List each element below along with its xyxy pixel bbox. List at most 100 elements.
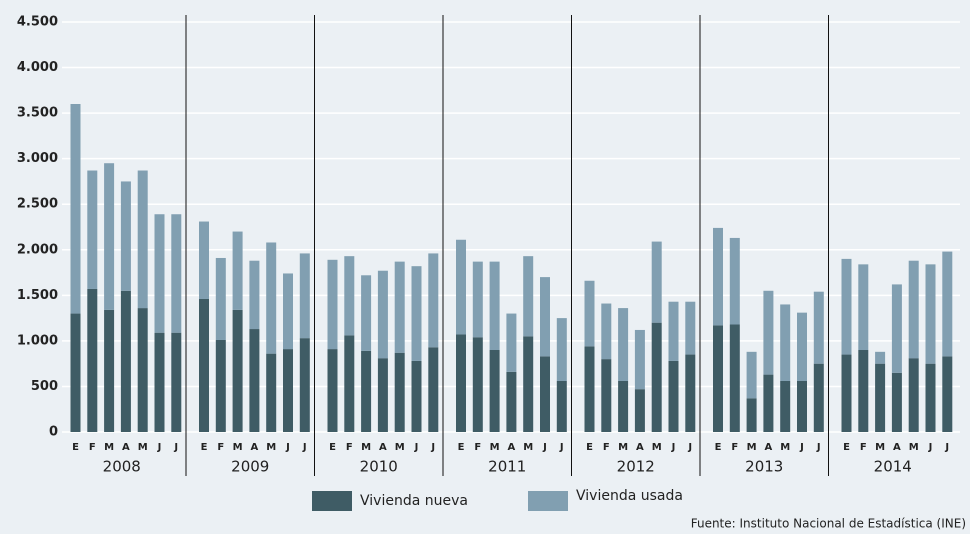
y-tick-label: 0 — [49, 425, 58, 440]
y-tick-label: 2.500 — [17, 197, 58, 212]
x-tick-label: A — [122, 442, 130, 453]
bar-segment — [891, 284, 902, 373]
bar-segment — [858, 350, 869, 432]
y-tick-label: 1.000 — [17, 333, 58, 348]
bar-segment — [249, 260, 260, 330]
bar-segment — [215, 339, 226, 432]
x-tick-label: J — [173, 442, 178, 453]
legend-swatch — [528, 491, 568, 511]
x-tick-label: E — [72, 442, 79, 453]
x-tick-label: M — [875, 442, 885, 453]
x-tick-label: F — [217, 442, 224, 453]
bar-segment — [411, 360, 422, 432]
bar-segment — [942, 251, 953, 357]
x-tick-label: M — [104, 442, 114, 453]
x-tick-label: J — [157, 442, 162, 453]
bar-segment — [746, 398, 757, 432]
bar-segment — [891, 372, 902, 432]
year-label: 2008 — [103, 458, 141, 476]
bar-segment — [942, 356, 953, 432]
bar-segment — [361, 275, 372, 351]
bar-segment — [875, 363, 886, 432]
bar-segment — [763, 290, 774, 375]
bar-segment — [668, 301, 679, 361]
bar-segment — [506, 371, 517, 432]
bar-segment — [925, 363, 936, 432]
bar-segment — [70, 104, 81, 314]
bar-segment — [283, 273, 293, 350]
bar-segment — [797, 312, 807, 381]
bar-segment — [780, 380, 791, 432]
x-tick-label: F — [474, 442, 481, 453]
bar-segment — [428, 347, 439, 432]
bar-segment — [154, 214, 165, 333]
x-tick-label: F — [346, 442, 353, 453]
year-label: 2012 — [617, 458, 655, 476]
bar-segment — [523, 256, 534, 337]
year-label: 2011 — [488, 458, 526, 476]
x-tick-label: M — [361, 442, 371, 453]
x-tick-label: J — [302, 442, 307, 453]
x-tick-label: J — [414, 442, 419, 453]
bar-segment — [377, 270, 388, 359]
bar-segment — [472, 337, 483, 432]
x-tick-label: A — [636, 442, 644, 453]
bar-segment — [70, 313, 81, 432]
bar-segment — [199, 298, 209, 432]
bar-segment — [199, 221, 209, 299]
x-tick-label: M — [909, 442, 919, 453]
bar-segment — [841, 258, 852, 355]
y-tick-label: 500 — [31, 379, 58, 394]
bar-segment — [299, 253, 310, 339]
x-tick-label: M — [233, 442, 243, 453]
bar-segment — [327, 349, 338, 432]
y-tick-label: 4.000 — [17, 60, 58, 75]
y-tick-label: 2.000 — [17, 242, 58, 257]
bar-segment — [797, 380, 807, 432]
bar-segment — [344, 256, 355, 336]
bar-segment — [713, 325, 723, 432]
bar-segment — [908, 260, 919, 359]
bar-segment — [283, 349, 293, 432]
bar-segment — [908, 358, 919, 432]
bar-segment — [87, 170, 98, 289]
x-tick-label: M — [747, 442, 757, 453]
bar-segment — [875, 351, 886, 364]
x-tick-label: M — [266, 442, 276, 453]
bar-segment — [456, 239, 466, 335]
bar-segment — [841, 354, 852, 432]
bar-segment — [249, 329, 260, 432]
bar-segment — [763, 374, 774, 432]
bar-segment — [104, 163, 115, 310]
bar-segment — [171, 214, 182, 333]
bar-segment — [540, 356, 550, 432]
bar-segment — [858, 264, 869, 350]
bar-segment — [601, 303, 612, 360]
bar-segment — [171, 332, 182, 432]
x-tick-label: M — [652, 442, 662, 453]
x-tick-label: J — [687, 442, 692, 453]
x-tick-label: M — [780, 442, 790, 453]
bar-segment — [266, 242, 277, 354]
x-tick-label: J — [542, 442, 547, 453]
bar-segment — [634, 389, 645, 432]
bar-segment — [618, 308, 629, 381]
bar-segment — [361, 350, 372, 432]
bar-segment — [685, 301, 696, 355]
x-tick-label: E — [843, 442, 850, 453]
bar-segment — [601, 359, 612, 432]
bar-segment — [104, 309, 115, 432]
bar-segment — [713, 227, 723, 326]
bar-segment — [472, 261, 483, 338]
x-tick-label: F — [731, 442, 738, 453]
bar-segment — [394, 352, 405, 432]
bar-segment — [154, 332, 165, 432]
bar-segment — [651, 241, 662, 323]
x-tick-label: F — [603, 442, 610, 453]
bar-segment — [215, 257, 226, 340]
x-tick-label: E — [586, 442, 593, 453]
x-tick-label: E — [329, 442, 336, 453]
bar-segment — [556, 318, 567, 381]
legend-swatch — [312, 491, 352, 511]
bar-segment — [780, 304, 791, 381]
